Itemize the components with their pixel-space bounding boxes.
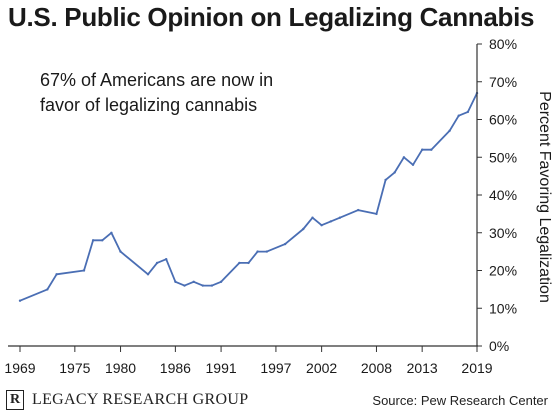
data-point xyxy=(283,242,287,246)
data-point xyxy=(46,288,49,291)
data-point xyxy=(155,261,159,265)
data-point xyxy=(174,280,177,283)
data-point xyxy=(91,239,95,242)
y-tick-label: 80% xyxy=(489,36,517,52)
data-point xyxy=(101,239,104,242)
chart-title: U.S. Public Opinion on Legalizing Cannab… xyxy=(8,2,535,32)
data-point xyxy=(201,284,204,287)
x-tick-label: 2019 xyxy=(461,360,492,376)
data-point xyxy=(265,250,268,253)
x-tick-label: 1969 xyxy=(4,360,35,376)
y-tick-label: 60% xyxy=(489,112,517,128)
data-point xyxy=(183,284,186,287)
data-point xyxy=(247,261,250,265)
annotation-line: favor of legalizing cannabis xyxy=(40,95,257,115)
x-tick-label: 1986 xyxy=(160,360,191,376)
data-point xyxy=(448,129,451,132)
x-tick-label: 2002 xyxy=(306,360,337,376)
y-tick-label: 40% xyxy=(489,187,517,203)
data-point xyxy=(256,250,259,253)
data-point xyxy=(375,212,378,216)
data-point xyxy=(329,220,332,223)
annotation-line: 67% of Americans are now in xyxy=(40,70,273,90)
y-tick-label: 10% xyxy=(489,300,517,316)
data-point xyxy=(457,114,460,117)
plot-area xyxy=(18,91,479,302)
data-point xyxy=(210,284,214,287)
series-line xyxy=(19,92,478,302)
data-point xyxy=(466,110,470,114)
chart-annotation: 67% of Americans are now in favor of lega… xyxy=(40,70,273,115)
x-tick-label: 1975 xyxy=(59,360,90,376)
data-point xyxy=(320,224,323,227)
data-point xyxy=(18,299,22,302)
y-axis: 0% 10% 20% 30% 40% 50% 60% 70% 80% xyxy=(476,36,517,354)
data-point xyxy=(146,273,150,276)
data-point xyxy=(219,280,223,283)
x-tick-label: 1997 xyxy=(260,360,291,376)
y-tick-label: 0% xyxy=(489,338,509,354)
brand-name: LEGACY RESEARCH GROUP xyxy=(32,391,249,408)
y-tick-label: 70% xyxy=(489,74,517,90)
data-point xyxy=(311,216,314,219)
data-point xyxy=(421,148,424,151)
data-point xyxy=(393,171,396,174)
data-point xyxy=(411,163,415,166)
data-point xyxy=(402,156,406,159)
data-point xyxy=(82,269,86,272)
data-point xyxy=(119,250,122,253)
source-note: Source: Pew Research Center xyxy=(372,393,548,408)
data-point xyxy=(165,258,168,261)
y-axis-label: Percent Favoring Legalization xyxy=(536,91,553,303)
y-tick-label: 50% xyxy=(489,149,517,165)
data-point xyxy=(110,231,113,234)
data-point xyxy=(430,148,433,151)
data-point xyxy=(302,227,305,231)
data-point xyxy=(238,261,241,265)
data-point xyxy=(357,208,360,212)
x-tick-label: 2013 xyxy=(407,360,438,376)
data-point xyxy=(192,280,195,283)
brand: R LEGACY RESEARCH GROUP xyxy=(6,390,248,410)
data-point xyxy=(55,273,58,276)
x-tick-label: 2008 xyxy=(361,360,392,376)
data-point xyxy=(338,216,342,219)
line-chart: 67% of Americans are now in favor of lega… xyxy=(4,36,553,376)
footer: R LEGACY RESEARCH GROUP Source: Pew Rese… xyxy=(0,387,560,417)
x-tick-label: 1980 xyxy=(105,360,136,376)
x-tick-label: 1991 xyxy=(206,360,237,376)
x-axis: 1969 1975 1980 1986 1991 1997 2002 2008 2013 2019 xyxy=(4,345,493,376)
y-tick-label: 20% xyxy=(489,263,517,279)
data-point xyxy=(384,178,387,182)
y-tick-label: 30% xyxy=(489,225,517,241)
brand-logo-icon: R xyxy=(6,390,24,410)
